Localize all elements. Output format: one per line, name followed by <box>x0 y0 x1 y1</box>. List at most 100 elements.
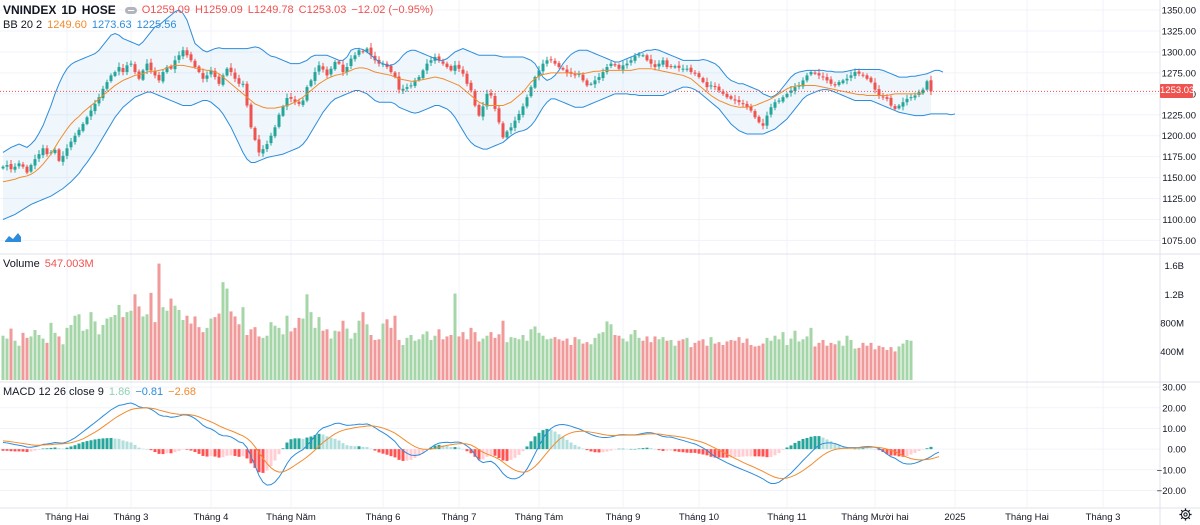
macd-axis[interactable]: 30.00 20.00 10.00 0.00 −10.00 −20.00 <box>1157 383 1186 497</box>
macd-histogram-bar <box>329 437 333 450</box>
macd-histogram-bar <box>805 437 809 450</box>
macd-histogram-bar <box>65 447 69 450</box>
macd-histogram-bar <box>229 449 233 456</box>
price-candle <box>13 163 17 173</box>
macd-histogram-bar <box>589 449 593 452</box>
macd-histogram-bar <box>725 449 729 458</box>
macd-histogram-bar <box>801 439 805 450</box>
price-candle <box>613 62 617 68</box>
candle-body <box>81 123 85 131</box>
macd-histogram-bar <box>477 449 481 460</box>
macd-name[interactable]: MACD 12 26 close 9 <box>3 386 104 398</box>
volume-bar <box>529 329 533 380</box>
volume-bar <box>593 337 597 380</box>
settings-gear-icon[interactable] <box>1179 508 1192 521</box>
price-axis[interactable]: 1350.001325.001300.001275.001250.001225.… <box>1162 6 1196 247</box>
price-tick-label: 1325.00 <box>1162 26 1196 37</box>
macd-histogram-bar <box>537 432 541 450</box>
bb-legend[interactable]: BB 20 2 1249.60 1273.63 1225.56 <box>3 19 176 31</box>
candle-body <box>813 72 817 74</box>
price-tick-label: 1350.00 <box>1162 6 1196 17</box>
macd-histogram-bar <box>837 445 841 450</box>
candle-body <box>449 66 453 71</box>
time-axis[interactable]: Tháng Hai Tháng 3 Tháng 4 Tháng Năm Tháng 6 T… <box>45 512 1120 523</box>
price-candle <box>313 67 317 85</box>
candle-body <box>617 64 621 69</box>
volume-bar <box>425 331 429 380</box>
candle-body <box>17 163 21 167</box>
candle-body <box>25 166 29 173</box>
macd-histogram-bar <box>781 449 785 450</box>
volume-bar <box>169 298 173 380</box>
exchange-label: HOSE <box>81 3 116 17</box>
volume-axis[interactable]: 1.6B 1.2B 800M 400M <box>1160 261 1184 358</box>
price-candle <box>889 95 893 108</box>
macd-histogram-bar <box>817 436 821 450</box>
macd-histogram-bar <box>449 447 453 450</box>
candle-body <box>573 74 577 76</box>
macd-histogram-bar <box>341 443 345 450</box>
macd-histogram-bar <box>357 446 361 450</box>
symbol-name[interactable]: VNINDEX <box>3 3 57 17</box>
price-candle <box>585 78 589 88</box>
macd-histogram-bar <box>397 449 401 460</box>
candle-body <box>753 111 757 118</box>
macd-histogram-bar <box>337 440 341 450</box>
price-candle <box>17 160 21 169</box>
candle-body <box>613 64 617 66</box>
candle-body <box>881 96 885 98</box>
macd-signal-value: −2.68 <box>168 386 196 398</box>
price-candle <box>469 80 473 93</box>
candle-body <box>181 50 185 57</box>
candle-body <box>217 76 221 84</box>
candle-body <box>37 154 41 159</box>
macd-histogram-bar <box>785 447 789 450</box>
macd-histogram-bar <box>761 449 765 457</box>
tradingview-logo-icon[interactable] <box>4 231 22 243</box>
price-tick-label: 1300.00 <box>1162 47 1196 58</box>
candle-body <box>341 64 345 73</box>
candle-body <box>129 63 133 65</box>
volume-bar <box>449 335 453 380</box>
price-candle <box>821 72 825 81</box>
volume-bar <box>81 330 85 380</box>
volume-bar <box>341 320 345 380</box>
macd-histogram-bar <box>681 449 685 453</box>
price-candle <box>769 103 773 118</box>
volume-legend[interactable]: Volume 547.003M <box>3 258 94 270</box>
volume-bar <box>641 340 645 380</box>
volume-bar <box>849 340 853 380</box>
candle-body <box>357 50 361 55</box>
macd-histogram-bar <box>369 448 373 450</box>
macd-histogram-bar <box>809 436 813 450</box>
macd-histogram-bar <box>773 449 777 456</box>
macd-legend[interactable]: MACD 12 26 close 9 1.86 −0.81 −2.68 <box>3 386 196 398</box>
macd-histogram-bar <box>657 449 661 451</box>
macd-histogram-bar <box>257 449 261 473</box>
macd-histogram-bar <box>213 449 217 457</box>
price-candle <box>669 64 673 69</box>
candle-body <box>441 61 445 64</box>
interval-label[interactable]: 1D <box>61 3 77 17</box>
macd-histogram-bar <box>601 449 605 453</box>
candle-body <box>541 63 545 72</box>
volume-bar <box>533 326 537 380</box>
volume-name[interactable]: Volume <box>3 258 40 270</box>
price-candle <box>929 75 933 96</box>
price-candle <box>437 53 441 63</box>
macd-histogram-bar <box>689 449 693 453</box>
symbol-legend[interactable]: VNINDEX 1D HOSE O1259.09 H1259.09 L1249.… <box>3 3 433 17</box>
price-candle <box>153 67 157 79</box>
macd-line <box>2 402 940 486</box>
price-candle <box>833 81 837 88</box>
bb-name[interactable]: BB 20 2 <box>3 19 43 31</box>
price-candle <box>549 56 553 63</box>
volume-bar <box>189 323 193 380</box>
candle-body <box>581 74 585 81</box>
volume-bar <box>101 325 105 380</box>
volume-bar <box>301 318 305 380</box>
legend-toggle-icon[interactable] <box>124 6 137 14</box>
volume-bar <box>637 337 641 380</box>
candle-body <box>445 63 449 68</box>
